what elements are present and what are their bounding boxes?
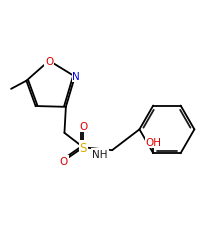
Text: O: O	[45, 56, 53, 66]
Text: O: O	[60, 156, 68, 166]
Text: N: N	[72, 72, 80, 82]
Text: O: O	[79, 121, 87, 131]
Text: NH: NH	[92, 149, 108, 159]
Text: OH: OH	[146, 138, 162, 148]
Text: S: S	[80, 141, 87, 154]
